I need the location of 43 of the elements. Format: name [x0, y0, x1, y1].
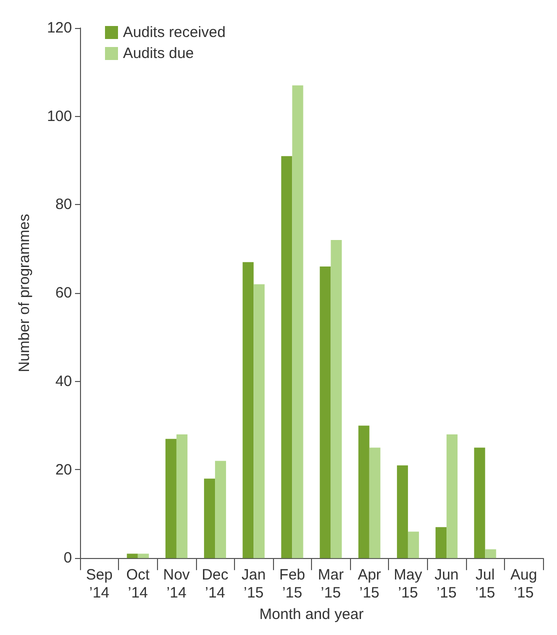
legend-label: Audits due: [123, 45, 194, 62]
bar: [408, 532, 419, 558]
y-tick-label: 100: [46, 108, 72, 125]
y-tick-label: 80: [55, 196, 72, 214]
bar: [320, 266, 331, 558]
x-tick-label: Dec ’14: [202, 566, 229, 602]
bar: [474, 448, 486, 558]
bar: [369, 448, 380, 558]
x-tick-label: Apr ’15: [358, 566, 382, 602]
bar: [204, 478, 216, 558]
x-tick-label: Oct ’14: [126, 566, 150, 602]
bar: [254, 284, 265, 558]
bar: [242, 262, 254, 558]
x-tick-label: Sep ’14: [86, 566, 113, 602]
x-tick-label: Mar ’15: [318, 566, 344, 602]
bar: [358, 426, 370, 558]
bar: [396, 465, 408, 558]
bar: [485, 549, 496, 558]
bar: [436, 527, 447, 558]
y-axis-title: Number of programmes: [16, 214, 33, 372]
x-axis-title: Month and year: [259, 606, 364, 623]
bar: [138, 554, 149, 558]
bar: [446, 434, 458, 558]
legend-label: Audits received: [123, 24, 226, 41]
x-tick-label: Feb ’15: [279, 566, 306, 602]
bar: [292, 85, 304, 558]
bar: [281, 156, 292, 558]
y-tick-label: 0: [64, 550, 72, 567]
y-tick-label: 120: [46, 20, 72, 36]
bar: [215, 460, 226, 558]
x-tick-label: Jul ’15: [475, 566, 496, 602]
y-tick-label: 20: [55, 461, 72, 478]
y-tick-label: 40: [55, 372, 72, 390]
x-tick-label: Jun ’15: [434, 566, 459, 602]
bar: [126, 554, 138, 558]
x-tick-label: Nov ’14: [163, 566, 190, 602]
x-tick-label: Jan ’15: [242, 566, 266, 602]
bar: [165, 438, 176, 558]
x-tick-label: Aug ’15: [510, 566, 538, 602]
bar: [330, 240, 342, 558]
bar: [176, 434, 188, 558]
x-tick-label: May ’15: [394, 566, 423, 602]
y-tick-label: 60: [55, 284, 72, 302]
